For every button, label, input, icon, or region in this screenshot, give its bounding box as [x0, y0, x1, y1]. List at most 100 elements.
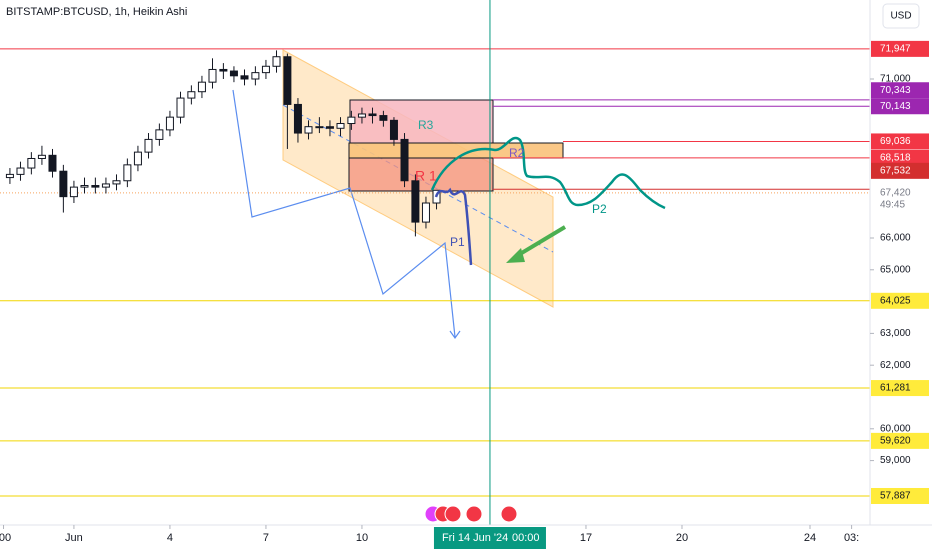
- zone-r3: [349, 99, 494, 144]
- price-tag: [871, 82, 929, 99]
- path-p1: [434, 187, 473, 266]
- candle-body: [123, 164, 132, 182]
- arrow-shaft: [513, 225, 567, 259]
- event-icons: [424, 505, 518, 523]
- candle-body: [251, 72, 260, 80]
- y-tick-label: 71,000: [880, 74, 911, 85]
- candle-body: [379, 115, 388, 121]
- candle-body: [315, 126, 324, 129]
- price-tag-label: 71,947: [880, 44, 911, 55]
- price-tag: [871, 162, 929, 179]
- currency-button[interactable]: [882, 3, 920, 29]
- plot: [0, 0, 870, 525]
- x-tick-label: 24: [804, 532, 816, 544]
- price-tag-label: 61,281: [880, 383, 911, 394]
- candle-body: [176, 97, 185, 118]
- arrow-head: [449, 330, 461, 340]
- candle-body: [155, 129, 164, 140]
- zone-r2: [348, 142, 564, 159]
- price-tag: [871, 487, 929, 504]
- price-tag: [871, 98, 929, 115]
- x-tick-label: 17: [580, 532, 592, 544]
- price-tag-label: 64,025: [880, 295, 911, 306]
- candle-body: [187, 91, 196, 99]
- candle-body: [59, 170, 68, 198]
- candle-body: [197, 81, 206, 93]
- candle-body: [69, 186, 78, 198]
- path-p2: [430, 136, 666, 210]
- annotation: P2: [592, 202, 607, 216]
- candle-body: [144, 138, 153, 153]
- candle-body: [101, 183, 110, 188]
- x-tick-label: Jun: [65, 532, 83, 544]
- candle-body: [261, 65, 270, 74]
- price-tag: [871, 380, 929, 397]
- price-tag-label: 69,036: [880, 136, 911, 147]
- candle-body: [112, 180, 121, 185]
- candle-body: [27, 157, 36, 169]
- price-tag-label: 57,887: [880, 491, 911, 502]
- annotation: R2: [509, 146, 525, 160]
- price-tag: [871, 292, 929, 309]
- candle-body: [357, 113, 366, 118]
- y-tick-label: 65,000: [880, 264, 911, 275]
- candle-body: [293, 103, 302, 134]
- candle-body: [400, 138, 409, 182]
- candle-body: [368, 113, 377, 117]
- candle-body: [219, 68, 228, 72]
- price-tag-label: 70,343: [880, 85, 911, 96]
- x-tick-label: 20: [676, 532, 688, 544]
- event-icon: [465, 505, 483, 523]
- zone-r1: [348, 157, 494, 192]
- countdown: 49:45: [880, 199, 905, 210]
- candle-body: [389, 119, 398, 140]
- event-icon: [444, 505, 462, 523]
- candle-body: [283, 56, 292, 105]
- candle-body: [336, 123, 345, 129]
- candle-body: [48, 154, 57, 172]
- last-price-label: 67,420: [880, 187, 911, 198]
- y-tick-label: 59,000: [880, 455, 911, 466]
- price-tag-label: 67,532: [880, 165, 911, 176]
- annotation: R3: [418, 118, 434, 132]
- candle-body: [80, 185, 89, 188]
- candle-body: [421, 202, 430, 223]
- currency[interactable]: USD: [890, 11, 911, 22]
- candle-body: [165, 116, 174, 131]
- x-tick-label: :00: [0, 532, 11, 544]
- candle-body: [272, 56, 281, 67]
- candle-body: [37, 154, 46, 159]
- candle-body: [304, 126, 313, 134]
- price-tag: [871, 133, 929, 150]
- candle-body: [229, 70, 238, 77]
- x-tick-label: 4: [167, 532, 173, 544]
- overlay: R3 R 1 R2 P1 P2: [415, 118, 666, 523]
- candle-body: [208, 68, 217, 83]
- arrow-head: [506, 248, 525, 263]
- price-tag-label: 68,518: [880, 153, 911, 164]
- candle-body: [347, 116, 356, 125]
- crosshair-time: 00:00: [512, 532, 540, 544]
- annotation: R 1: [415, 168, 437, 184]
- projection-path: [232, 89, 456, 338]
- price-tag-label: 59,620: [880, 436, 911, 447]
- y-tick-label: 63,000: [880, 328, 911, 339]
- crosshair-label-bg: [433, 527, 546, 549]
- annotation: P1: [450, 235, 465, 249]
- y-tick-label: 60,000: [880, 423, 911, 434]
- price-tag: [871, 149, 929, 166]
- price-tag-label: 70,143: [880, 101, 911, 112]
- price-tag: [871, 40, 929, 57]
- x-tick-label: 7: [263, 532, 269, 544]
- chart-title: BITSTAMP:BTCUSD, 1h, Heikin Ashi: [6, 6, 187, 18]
- candle-body: [133, 151, 142, 166]
- candle-body: [5, 173, 14, 179]
- crosshair-date: Fri 14 Jun '24: [442, 532, 508, 544]
- x-tick-label: 10: [356, 532, 368, 544]
- candle-body: [91, 185, 100, 188]
- candle-body: [411, 180, 420, 223]
- y-tick-label: 62,000: [880, 360, 911, 371]
- candle-body: [325, 126, 334, 129]
